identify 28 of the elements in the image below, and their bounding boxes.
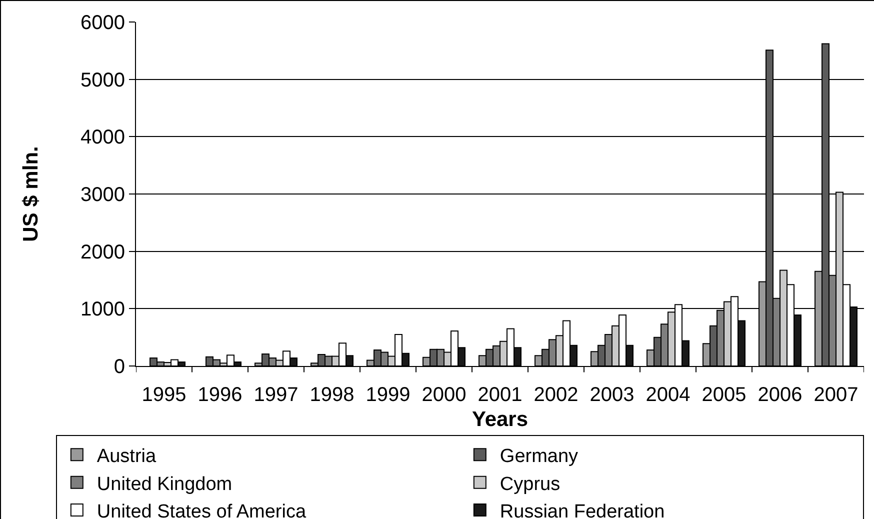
legend-label: Russian Federation xyxy=(500,501,665,519)
x-tick-label: 1996 xyxy=(198,384,242,406)
y-tick-label: 4000 xyxy=(80,126,125,149)
y-tick-label: 5000 xyxy=(80,69,125,92)
y-axis-title: US $ mln. xyxy=(20,146,43,242)
legend-label: Cyprus xyxy=(500,474,560,495)
y-tick-label: 2000 xyxy=(80,241,125,264)
legend-label: Austria xyxy=(96,446,156,468)
y-tick-label: 6000 xyxy=(80,12,125,34)
x-tick-label: 2005 xyxy=(702,384,746,406)
y-tick-label: 3000 xyxy=(80,184,125,206)
legend-label: Germany xyxy=(500,446,579,468)
x-tick-label: 1995 xyxy=(142,384,186,406)
x-axis-title: Years xyxy=(472,408,528,432)
legend-label: United Kingdom xyxy=(96,474,232,495)
x-tick-label: 2007 xyxy=(814,384,858,406)
x-tick-label: 2004 xyxy=(646,384,690,406)
y-tick-label: 1000 xyxy=(80,298,125,321)
x-tick-label: 2003 xyxy=(590,384,634,406)
x-tick-label: 1997 xyxy=(254,384,298,406)
x-tick-label: 2006 xyxy=(758,384,802,406)
y-tick-label: 0 xyxy=(114,356,125,378)
x-tick-label: 2000 xyxy=(422,384,466,406)
x-tick-label: 2002 xyxy=(534,384,578,406)
legend-label: United States of America xyxy=(96,501,306,519)
x-tick-label: 1999 xyxy=(366,384,410,406)
x-tick-label: 2001 xyxy=(478,384,522,406)
x-tick-label: 1998 xyxy=(310,384,354,406)
